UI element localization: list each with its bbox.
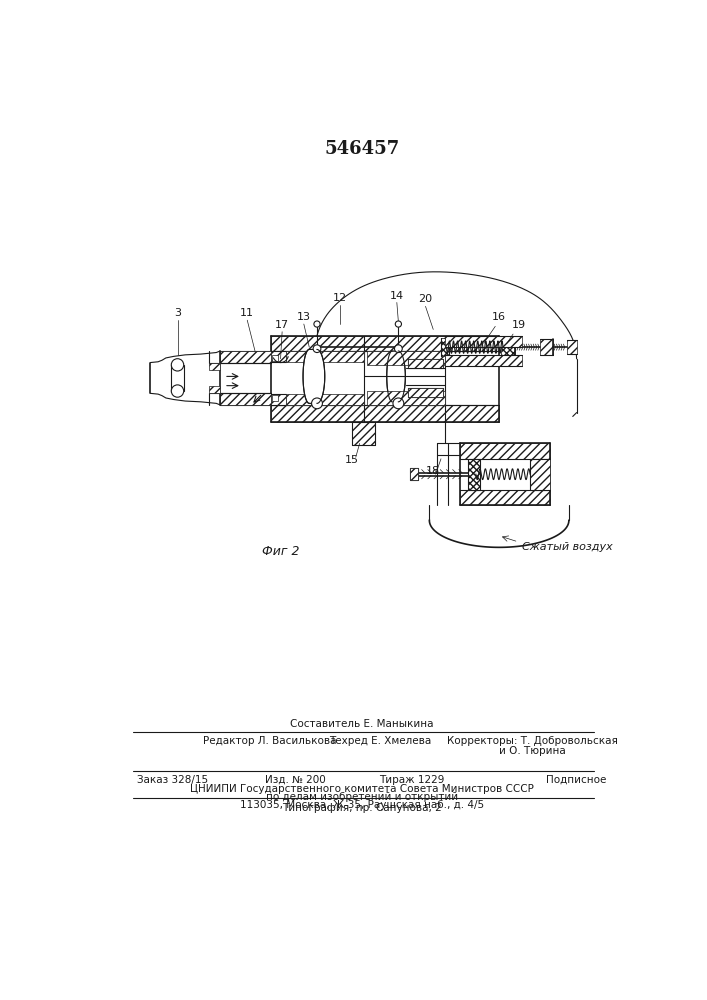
Bar (271, 351, 286, 362)
Polygon shape (303, 349, 325, 403)
Text: Фиг 2: Фиг 2 (262, 545, 299, 558)
Text: Составитель Е. Маныкина: Составитель Е. Маныкина (290, 719, 433, 729)
Text: 19: 19 (511, 320, 525, 330)
Bar (220, 351, 271, 363)
Text: Тираж 1229: Тираж 1229 (379, 775, 445, 785)
Polygon shape (387, 351, 405, 402)
Text: 11: 11 (240, 308, 255, 318)
Circle shape (395, 345, 402, 353)
Text: Сжатый воздух: Сжатый воздух (522, 542, 613, 552)
Circle shape (312, 398, 322, 409)
Bar (445, 355, 522, 366)
Bar (408, 388, 443, 397)
Bar (209, 386, 220, 393)
Text: Типография, пр. Сапунова, 2: Типография, пр. Сапунова, 2 (282, 803, 442, 813)
Text: ЦНИИПИ Государственного комитета Совета Министров СССР: ЦНИИПИ Государственного комитета Совета … (190, 784, 534, 794)
Circle shape (313, 345, 321, 353)
Text: 14: 14 (390, 291, 404, 301)
Text: Корректоры: Т. Добровольская: Корректоры: Т. Добровольская (448, 736, 618, 746)
Bar (501, 338, 515, 356)
Bar (368, 391, 445, 405)
Text: 16: 16 (492, 312, 506, 322)
Bar (567, 340, 577, 354)
Bar (272, 395, 279, 401)
Text: Техред Е. Хмелева: Техред Е. Хмелева (329, 736, 431, 746)
Bar (352, 422, 375, 445)
Text: Заказ 328/15: Заказ 328/15 (137, 775, 209, 785)
Bar (272, 355, 279, 361)
Circle shape (395, 321, 402, 327)
Bar (209, 363, 220, 370)
Text: Редактор Л. Василькова: Редактор Л. Василькова (203, 736, 337, 746)
Bar (460, 443, 549, 459)
Bar (410, 468, 418, 480)
Bar (286, 394, 363, 405)
Text: 18: 18 (426, 466, 440, 476)
Text: и О. Тюрина: и О. Тюрина (499, 746, 566, 756)
Text: 13: 13 (297, 312, 311, 322)
Bar (271, 405, 499, 422)
Text: 20: 20 (419, 294, 433, 304)
Bar (530, 459, 549, 490)
Circle shape (314, 321, 320, 327)
Text: 3: 3 (174, 308, 181, 318)
Circle shape (393, 398, 404, 409)
Text: 15: 15 (345, 455, 359, 465)
Circle shape (171, 385, 184, 397)
Text: 17: 17 (275, 320, 289, 330)
Bar (408, 359, 443, 368)
Bar (271, 394, 286, 405)
Bar (441, 338, 449, 356)
Bar (271, 336, 499, 351)
Bar (368, 351, 445, 365)
Text: Изд. № 200: Изд. № 200 (265, 775, 326, 785)
Bar (540, 339, 553, 355)
Bar (460, 490, 549, 505)
Text: 546457: 546457 (325, 140, 399, 158)
Text: Подписное: Подписное (546, 775, 606, 785)
Bar (468, 459, 480, 490)
Text: 12: 12 (333, 293, 347, 303)
Bar (408, 359, 443, 368)
Text: 113035, Москва, Ж-35, Раушская наб., д. 4/5: 113035, Москва, Ж-35, Раушская наб., д. … (240, 800, 484, 810)
Text: по делам изобретений и открытий: по делам изобретений и открытий (266, 792, 458, 802)
Bar (445, 336, 522, 347)
Bar (286, 351, 363, 362)
Circle shape (171, 359, 184, 371)
Bar (410, 468, 418, 480)
Bar (220, 393, 271, 405)
Bar (408, 388, 443, 397)
